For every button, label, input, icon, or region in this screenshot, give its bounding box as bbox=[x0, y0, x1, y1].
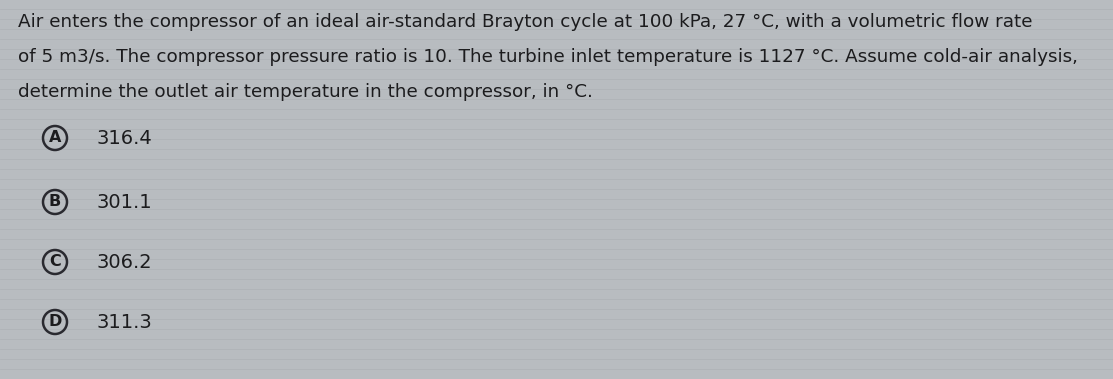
Text: Air enters the compressor of an ideal air-standard Brayton cycle at 100 kPa, 27 : Air enters the compressor of an ideal ai… bbox=[18, 13, 1033, 31]
Text: of 5 m3/s. The compressor pressure ratio is 10. The turbine inlet temperature is: of 5 m3/s. The compressor pressure ratio… bbox=[18, 48, 1077, 66]
Text: 301.1: 301.1 bbox=[97, 193, 152, 211]
Text: B: B bbox=[49, 194, 61, 210]
Text: A: A bbox=[49, 130, 61, 146]
Text: C: C bbox=[49, 255, 61, 269]
Text: D: D bbox=[48, 315, 61, 329]
Text: 311.3: 311.3 bbox=[97, 313, 152, 332]
Text: determine the outlet air temperature in the compressor, in °C.: determine the outlet air temperature in … bbox=[18, 83, 593, 101]
Text: 316.4: 316.4 bbox=[97, 128, 152, 147]
Text: 306.2: 306.2 bbox=[97, 252, 152, 271]
